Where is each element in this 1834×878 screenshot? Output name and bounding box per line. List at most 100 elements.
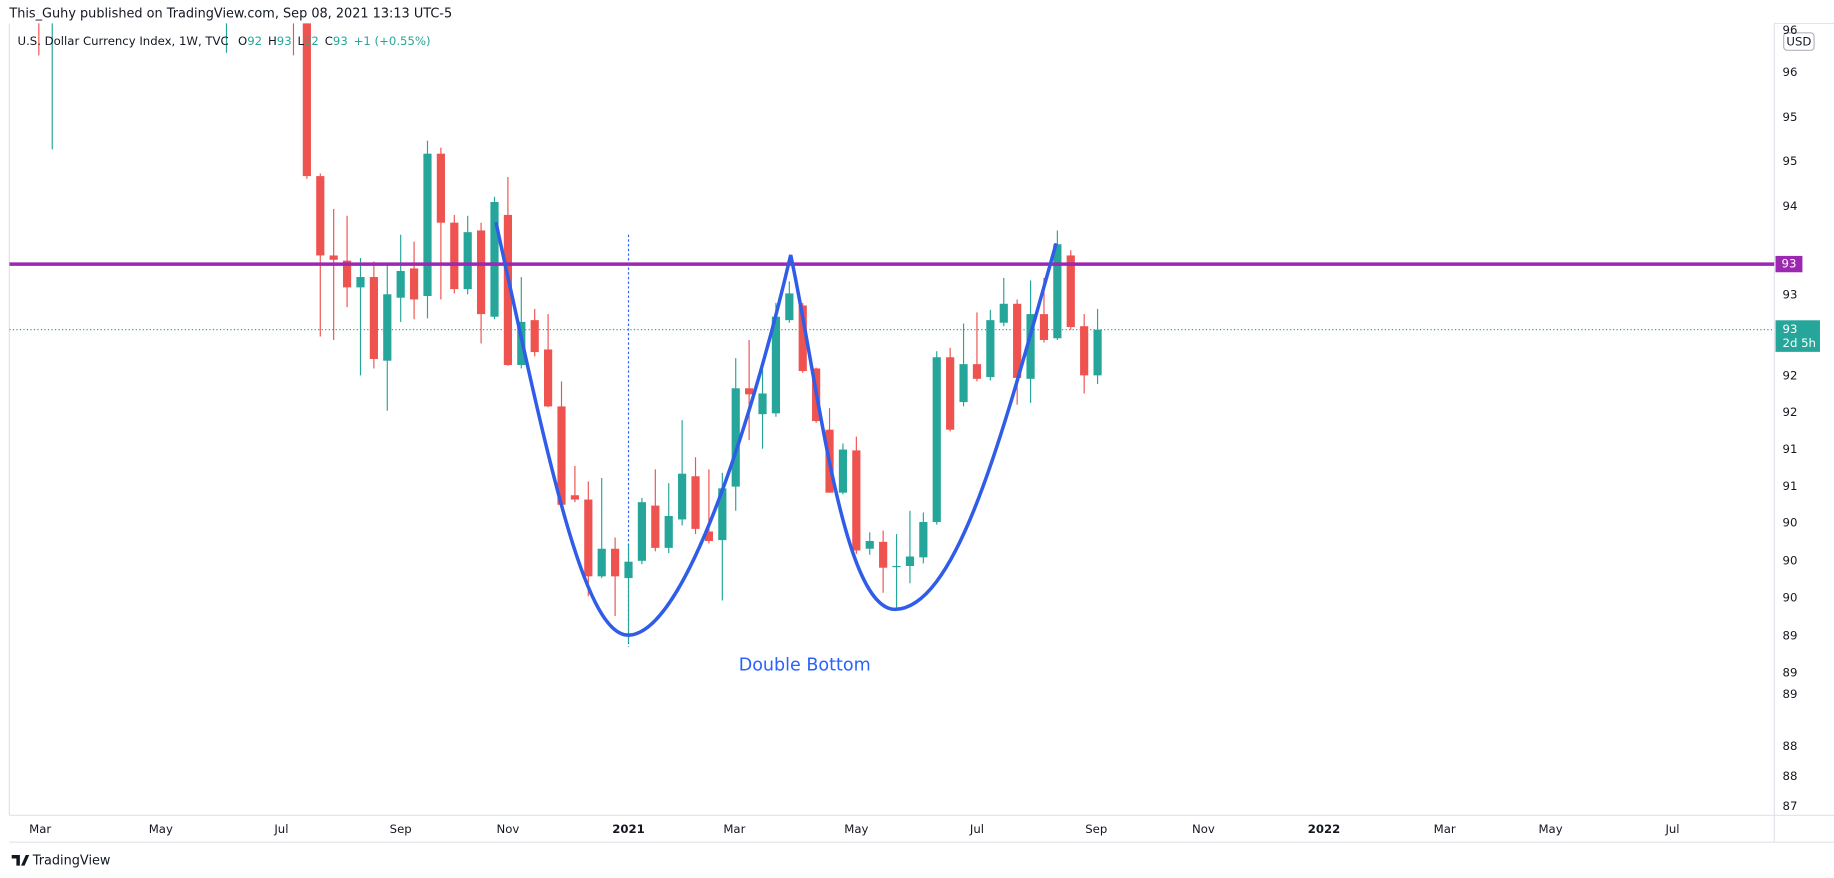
x-tick-label: Mar: [1434, 822, 1456, 836]
candle-body: [838, 449, 848, 493]
candle-body: [946, 357, 955, 430]
y-tick-label: 89: [1783, 628, 1798, 642]
x-tick-label: Nov: [496, 822, 519, 836]
plot-area: [9, 23, 1775, 648]
candle-body: [651, 505, 660, 548]
candle-body: [544, 349, 553, 407]
y-tick-label: 88: [1783, 769, 1798, 783]
candle-body: [1053, 244, 1062, 339]
candle-body: [369, 277, 378, 359]
candle-body: [919, 521, 928, 558]
candle-body: [584, 499, 593, 577]
x-tick-label: May: [1538, 822, 1562, 836]
x-tick-label: Jul: [1664, 822, 1679, 836]
candle-body: [450, 222, 459, 290]
candle-body: [986, 320, 995, 378]
candle-body: [785, 293, 794, 321]
candle-body: [624, 561, 633, 579]
candle-body: [664, 515, 673, 548]
candle-body: [1066, 255, 1075, 328]
candle-body: [463, 232, 472, 290]
candle-body: [731, 388, 740, 487]
brand-logo: [11, 855, 30, 866]
y-tick-label: 91: [1783, 442, 1798, 456]
candle-body: [611, 548, 620, 577]
legend: U.S. Dollar Currency Index, 1W, TVC O92 H9…: [18, 33, 431, 47]
candle-body: [396, 270, 405, 298]
candle-body: [342, 260, 352, 288]
last-price-box: [1775, 320, 1820, 352]
x-tick-label: Mar: [29, 822, 51, 836]
y-tick-label: 89: [1783, 687, 1798, 701]
pattern-drawing: [494, 221, 1058, 637]
legend-value: 92: [304, 33, 319, 47]
candle-body: [329, 255, 338, 260]
candle-body: [932, 357, 941, 522]
y-tick-label: 92: [1783, 369, 1798, 383]
y-tick-label: 88: [1783, 739, 1798, 753]
y-tick-label: 94: [1783, 199, 1798, 213]
y-tick-label: 87: [1783, 799, 1798, 813]
candle-body: [570, 495, 579, 500]
candle-body: [758, 393, 767, 415]
legend-change: +1 (+0.55%): [354, 33, 431, 47]
candle-body: [704, 531, 714, 541]
legend-key: L: [297, 33, 304, 47]
y-tick-label: 91: [1783, 479, 1798, 493]
x-tick-label: Jul: [969, 822, 984, 836]
level-label-box: [1775, 255, 1803, 273]
candle-body: [490, 201, 499, 317]
candle-body: [865, 540, 874, 549]
y-tick-label: 90: [1783, 515, 1798, 529]
candle-body: [503, 214, 512, 366]
candle-body: [771, 316, 781, 414]
double-bottom-curve: [494, 221, 1058, 637]
candle-body: [905, 556, 915, 566]
candle-body: [637, 502, 647, 561]
candle-body: [1039, 314, 1049, 340]
candle-body: [892, 565, 901, 568]
x-tick-label: Jul: [273, 822, 288, 836]
y-tick-label: 90: [1783, 590, 1798, 604]
legend-key: O: [238, 33, 247, 47]
candle-body: [409, 268, 419, 300]
candle-body: [999, 303, 1008, 323]
level-label: 93: [1782, 257, 1797, 271]
candle-body: [476, 230, 486, 315]
candle-body: [1013, 303, 1022, 378]
currency: USD: [1786, 35, 1811, 49]
y-tick-label: 92: [1783, 405, 1798, 419]
candle-body: [1026, 314, 1035, 379]
legend-value: 93: [333, 33, 348, 47]
legend-key: H: [268, 33, 277, 47]
candle-body: [356, 277, 365, 288]
currency-box: [1783, 32, 1815, 51]
legend-value: 93: [277, 33, 292, 47]
y-tick-label: 95: [1783, 154, 1798, 168]
legend-key: C: [325, 33, 333, 47]
candle-body: [678, 473, 687, 520]
x-tick-label: Mar: [723, 822, 745, 836]
x-tick-label: 2021: [612, 822, 645, 836]
last-price-label: 93: [1783, 322, 1798, 336]
logo: [11, 855, 30, 866]
candle-body: [530, 320, 539, 353]
candle-body: [959, 364, 968, 403]
candle-body: [316, 176, 325, 256]
candle-body: [1080, 326, 1089, 376]
x-tick-label: Sep: [390, 822, 412, 836]
y-tick-label: 95: [1783, 110, 1798, 124]
x-tick-label: Nov: [1192, 822, 1215, 836]
x-tick-label: May: [844, 822, 868, 836]
candle-body: [879, 541, 888, 568]
y-tick-label: 96: [1783, 65, 1798, 79]
y-tick-label: 96: [1783, 23, 1798, 37]
candle-body: [972, 364, 982, 379]
legend-title: U.S. Dollar Currency Index, 1W, TVC: [18, 33, 229, 47]
candle-body: [1093, 329, 1102, 376]
legend-value: 92: [247, 33, 262, 47]
x-tick-label: Sep: [1085, 822, 1107, 836]
y-tick-label: 90: [1783, 553, 1798, 567]
y-tick-label: 93: [1783, 288, 1798, 302]
